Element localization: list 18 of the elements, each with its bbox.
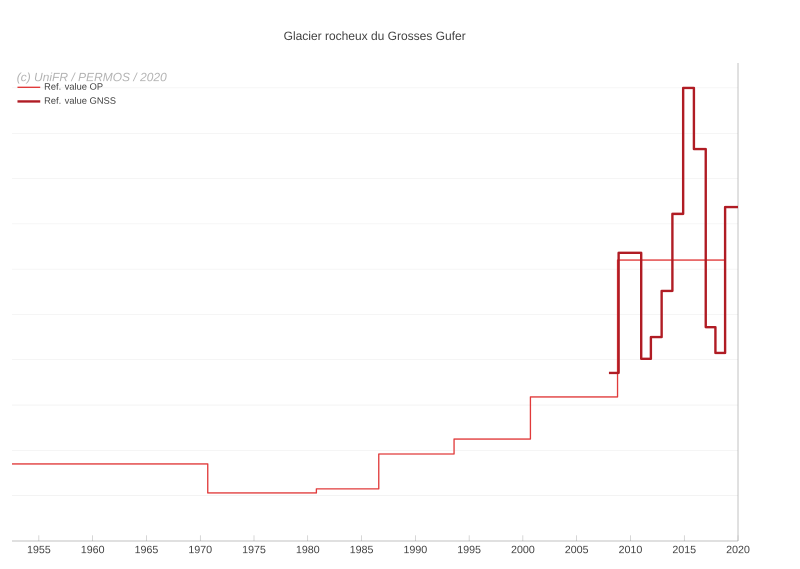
- x-tick-label: 2000: [512, 546, 534, 554]
- x-tick-label: 1990: [404, 546, 427, 554]
- x-tick-label: 1960: [82, 546, 104, 554]
- x-tick-label: 1975: [242, 546, 266, 554]
- x-tick-label: 1995: [458, 546, 481, 554]
- text: (c) UniFR / PERMOS / 2020: [17, 72, 167, 84]
- legend-label: Ref. value GNSS: [44, 97, 116, 104]
- x-tick-label: 1985: [350, 546, 373, 554]
- x-tick-label: 1965: [135, 546, 158, 554]
- x-tick-label: 2005: [565, 546, 588, 554]
- x-tick-label: 1980: [296, 546, 320, 554]
- chart-title: Glacier rocheux du Grosses Gufer: [284, 31, 466, 40]
- x-tick-label: 2015: [672, 546, 696, 554]
- x-tick-label: 1970: [189, 546, 212, 554]
- x-tick-label: 1955: [28, 546, 50, 554]
- x-tick-label: 2020: [726, 546, 750, 554]
- x-tick-label: 2010: [619, 546, 642, 554]
- legend-label: Ref. value OP: [44, 82, 103, 90]
